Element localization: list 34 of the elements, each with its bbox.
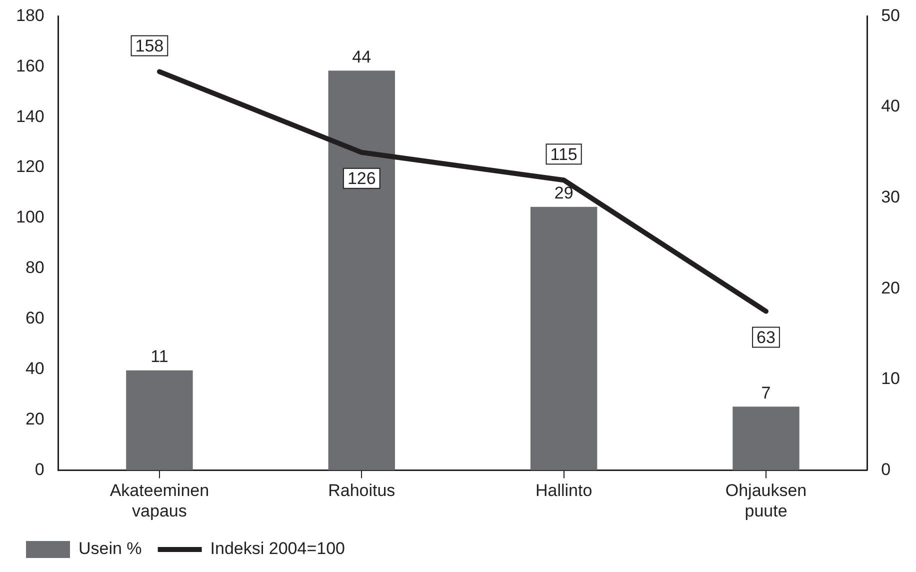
legend-label: Indeksi 2004=100 [210,539,346,558]
data-label: 126 [347,169,376,188]
y-tick-label: 40 [25,359,44,378]
y-tick-label: 80 [25,258,44,278]
legend-label: Usein % [78,539,142,558]
y2-tick-label: 20 [881,278,900,298]
bar [126,370,193,470]
bar [732,406,800,470]
y2-tick-label: 30 [881,187,900,206]
y-tick-label: 0 [34,460,44,479]
y-tick-label: 180 [16,6,44,25]
y-tick-label: 120 [16,157,44,176]
y-tick-label: 20 [25,409,44,428]
x-tick-label: Akateeminen vapaus [110,481,210,520]
y2-tick-label: 0 [881,460,891,479]
data-label: 158 [135,36,164,56]
y2-tick-label: 10 [881,369,900,388]
data-label: 115 [550,144,578,164]
x-tick-label: Rahoitus [328,481,396,500]
y2-tick-label: 50 [881,6,900,25]
data-label: 63 [756,328,776,347]
data-label: 44 [352,47,372,66]
y-tick-label: 100 [16,208,44,227]
x-tick-label: Hallinto [535,481,592,500]
data-label: 11 [150,347,168,366]
y-tick-label: 160 [16,56,44,76]
y-tick-label: 140 [16,106,44,126]
y2-tick-label: 40 [881,96,900,116]
x-tick-label: Ohjauksen puute [725,481,807,520]
bar [530,206,598,470]
y-tick-label: 60 [25,308,44,328]
data-label: 7 [761,383,771,402]
data-label: 29 [554,184,574,203]
bar [328,70,395,470]
